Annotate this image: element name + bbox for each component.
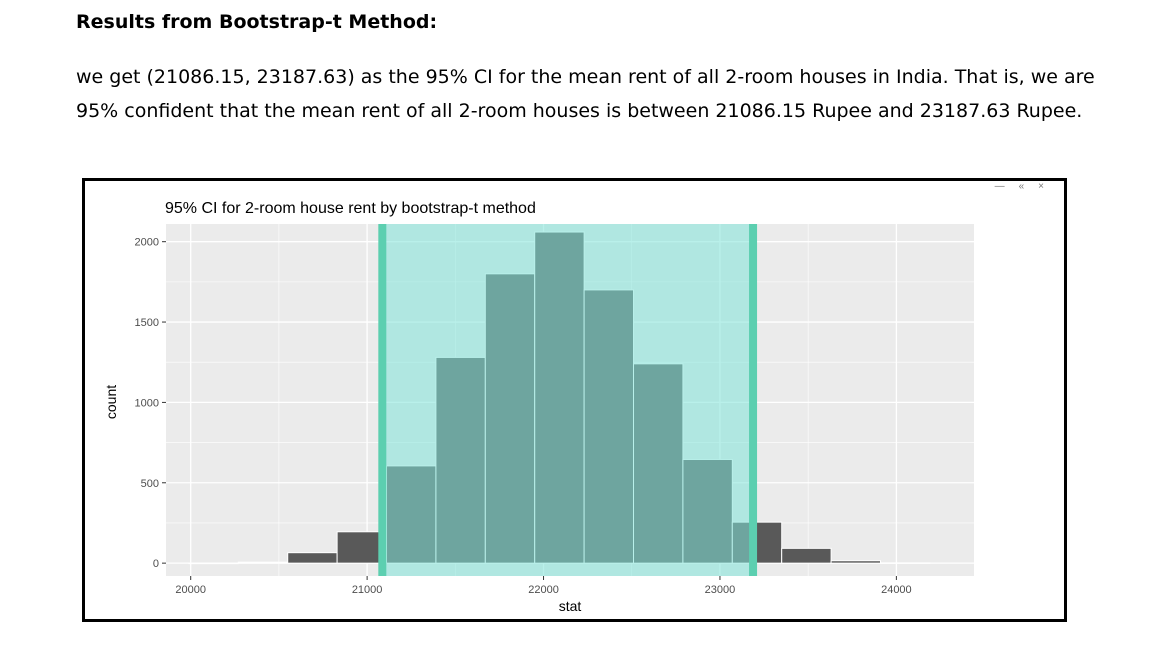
y-tick-label: 1000 [135,397,159,409]
x-tick-label: 21000 [352,584,383,596]
chart-title: 95% CI for 2-room house rent by bootstra… [165,200,536,217]
x-axis: 20000 21000 22000 23000 24000 [175,576,912,596]
section-heading: Results from Bootstrap-t Method: [76,11,438,33]
histogram-bar [781,547,832,564]
histogram-bar [188,562,239,565]
ci-shade [382,224,754,576]
ci-lower-line [378,224,387,576]
histogram-bar [237,561,289,564]
y-tick-label: 500 [141,478,159,490]
x-axis-label: stat [559,598,582,614]
x-tick-label: 24000 [881,584,912,596]
minimize-icon[interactable]: — [994,181,1019,192]
close-icon[interactable]: × [1038,181,1058,192]
x-tick-label: 23000 [705,584,736,596]
y-axis-label: count [103,385,119,419]
histogram-bar [287,552,338,564]
histogram-bar [879,562,931,564]
y-tick-label: 1500 [135,317,159,329]
window-controls: —«× [995,181,1058,192]
x-tick-label: 22000 [528,584,559,596]
x-tick-label: 20000 [175,584,206,596]
y-tick-label: 2000 [135,237,159,249]
ci-upper-line [749,224,758,576]
confidence-interval-band [378,224,758,576]
y-axis: 0 500 1000 1500 2000 [135,237,166,570]
histogram-bar [336,531,388,564]
y-tick-label: 0 [153,558,159,570]
collapse-icon[interactable]: « [1018,181,1039,192]
results-paragraph: we get (21086.15, 23187.63) as the 95% C… [76,66,1095,122]
histogram-bar [830,560,881,564]
